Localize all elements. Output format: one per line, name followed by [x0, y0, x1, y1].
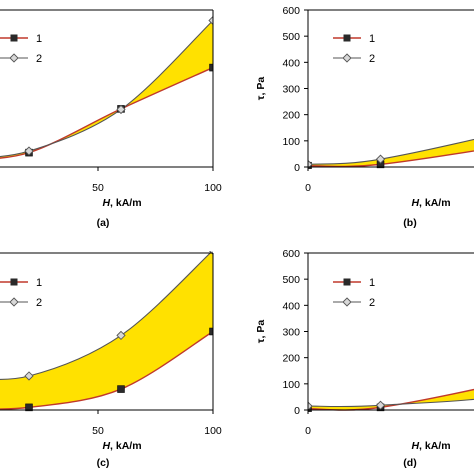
chart-panel-2: 0500100200300400500600τ, PaH, kA/m(b)12 [255, 5, 474, 229]
legend-label-2: 2 [36, 53, 42, 65]
band-fill [0, 20, 213, 159]
series-2-line [308, 138, 474, 165]
x-axis-label: H, kA/m [411, 197, 450, 209]
y-tick-label: 500 [282, 274, 300, 286]
plot-area [0, 15, 213, 159]
y-tick-label: 600 [282, 5, 300, 17]
legend-marker-1 [343, 34, 351, 42]
legend: 12 [333, 33, 375, 65]
plot-area [308, 138, 474, 169]
legend-marker-2 [342, 53, 352, 63]
y-tick-label: 100 [282, 136, 300, 148]
panel-label: (c) [97, 457, 110, 469]
band-fill [308, 139, 474, 167]
legend-marker-1 [10, 278, 18, 286]
legend-label-1: 1 [369, 33, 375, 45]
series-2-marker [375, 154, 386, 164]
y-axis-label: τ, Pa [255, 77, 267, 101]
series-2-marker [308, 401, 313, 411]
y-tick-label: 300 [282, 84, 300, 96]
y-tick-label: 400 [282, 57, 300, 69]
y-axis-label: τ, Pa [255, 320, 267, 344]
plot-area [308, 388, 474, 412]
plot-area [0, 251, 213, 412]
x-axis-label: H, kA/m [102, 440, 141, 452]
legend: 12 [333, 277, 375, 309]
x-tick-label: 0 [305, 182, 311, 194]
x-tick-label: 100 [204, 425, 222, 437]
series-1-line [0, 66, 213, 159]
panel-label: (b) [403, 217, 416, 229]
y-tick-label: 300 [282, 327, 300, 339]
y-tick-label: 500 [282, 31, 300, 43]
x-tick-label: 50 [92, 182, 104, 194]
x-tick-label: 50 [92, 425, 104, 437]
panel-label: (a) [97, 217, 110, 229]
series-1-line [0, 330, 213, 410]
series-1-marker [117, 385, 125, 393]
series-2-marker [24, 146, 34, 156]
series-2-line [308, 398, 474, 408]
y-tick-label: 400 [282, 300, 300, 312]
series-2-marker [116, 104, 126, 115]
legend-label-2: 2 [369, 297, 375, 309]
series-2-marker [308, 159, 313, 169]
y-tick-label: 100 [282, 379, 300, 391]
legend-label-2: 2 [36, 297, 42, 309]
y-tick-label: 600 [282, 248, 300, 260]
band-fill [0, 251, 213, 410]
legend-label-1: 1 [36, 33, 42, 45]
legend-marker-2 [342, 297, 352, 307]
panel-label: (d) [403, 457, 416, 469]
series-2-marker [375, 400, 386, 410]
legend-marker-1 [343, 278, 351, 286]
legend-marker-2 [9, 53, 19, 63]
series-1-marker [209, 327, 213, 336]
x-tick-label: 100 [204, 182, 222, 194]
series-2-line [0, 20, 213, 158]
legend: 12 [0, 33, 42, 65]
series-2-marker [208, 15, 213, 26]
legend-label-1: 1 [369, 277, 375, 289]
y-tick-label: 0 [294, 162, 300, 174]
chart-panel-4: 0500100200300400500600τ, PaH, kA/m(d)12 [255, 248, 474, 469]
legend-label-2: 2 [369, 53, 375, 65]
x-tick-label: 0 [305, 425, 311, 437]
x-axis-label: H, kA/m [411, 440, 450, 452]
band-fill [308, 389, 474, 411]
y-tick-label: 200 [282, 353, 300, 365]
series-1-marker [25, 403, 33, 412]
x-axis-label: H, kA/m [102, 197, 141, 209]
legend-label-1: 1 [36, 277, 42, 289]
legend: 12 [0, 277, 42, 309]
series-2-marker [24, 371, 34, 381]
series-1-line [308, 150, 474, 168]
series-1-marker [209, 63, 213, 72]
legend-marker-1 [10, 34, 18, 42]
y-tick-label: 0 [294, 405, 300, 417]
series-2-line [0, 251, 213, 380]
legend-marker-2 [9, 297, 19, 307]
y-tick-label: 200 [282, 110, 300, 122]
series-2-marker [116, 330, 126, 341]
